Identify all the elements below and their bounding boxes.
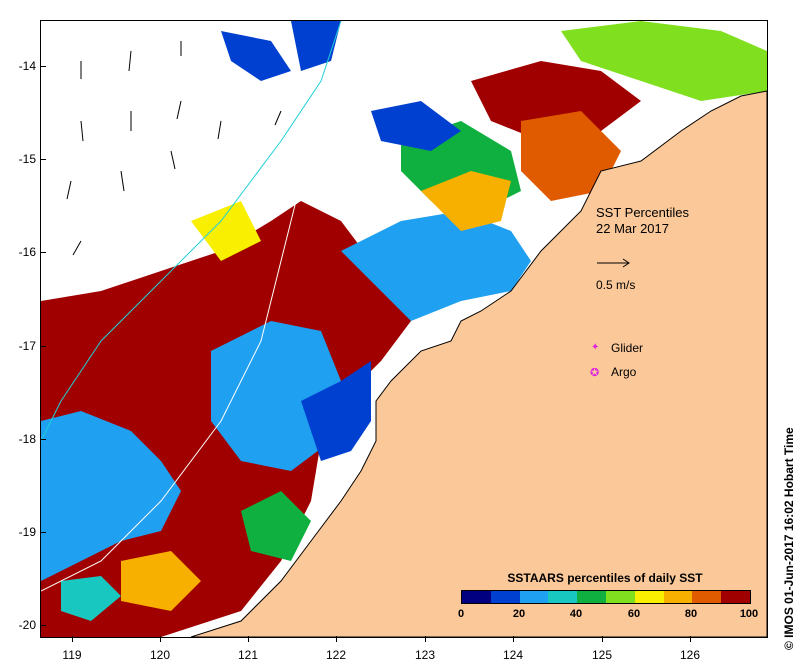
- lat-label: -17: [18, 339, 36, 353]
- legend-color-swatch: [634, 591, 664, 603]
- legend-color-swatch: [462, 591, 491, 603]
- lat-label: -19: [18, 525, 36, 539]
- map-title: SST Percentiles: [596, 205, 689, 220]
- glider-symbol: ✦: [591, 342, 600, 353]
- scale-vector-arrow: [597, 258, 630, 268]
- lat-tick: [40, 532, 46, 533]
- legend-color-swatch: [519, 591, 549, 603]
- legend-colorbar: [461, 590, 751, 604]
- lon-label: 122: [325, 648, 347, 662]
- argo-marker-icon: ✪: [590, 366, 599, 379]
- legend-tick-label: 60: [627, 608, 641, 620]
- lon-label: 119: [62, 648, 82, 662]
- map-canvas: [41, 21, 767, 637]
- lon-tick: [160, 636, 161, 642]
- lat-tick: [40, 439, 46, 440]
- legend-title: SSTAARS percentiles of daily SST: [507, 571, 703, 585]
- argo-label: Argo: [611, 365, 637, 379]
- legend-color-swatch: [721, 591, 750, 603]
- lat-label: -20: [18, 618, 36, 632]
- lat-label: -16: [18, 245, 36, 259]
- legend-color-swatch: [605, 591, 635, 603]
- legend-color-swatch: [692, 591, 722, 603]
- bathymetry-contour: [41, 21, 342, 442]
- lon-label: 123: [414, 648, 436, 662]
- lon-tick: [248, 636, 249, 642]
- lon-tick: [336, 636, 337, 642]
- map-date: 22 Mar 2017: [596, 221, 669, 236]
- lat-tick: [40, 346, 46, 347]
- map-panel: [40, 20, 768, 638]
- legend-tick-label: 100: [739, 608, 759, 620]
- lon-tick: [513, 636, 514, 642]
- legend-color-swatch: [577, 591, 606, 603]
- lat-label: -15: [18, 152, 36, 166]
- copyright-credit: © IMOS 01-Jun-2017 16:02 Hobart Time: [782, 427, 796, 650]
- lat-tick: [40, 625, 46, 626]
- glider-marker-icon: ✦: [591, 342, 599, 353]
- lon-tick: [72, 636, 73, 642]
- lon-label: 121: [237, 648, 259, 662]
- scale-vector-label: 0.5 m/s: [596, 278, 636, 292]
- lon-tick: [425, 636, 426, 642]
- legend-tick-label: 20: [512, 608, 526, 620]
- current-vectors: [66, 41, 282, 256]
- lon-tick: [690, 636, 691, 642]
- lat-label: -14: [18, 59, 36, 73]
- lon-tick: [602, 636, 603, 642]
- lon-label: 126: [679, 648, 701, 662]
- lat-tick: [40, 66, 46, 67]
- colorbar-legend: SSTAARS percentiles of daily SST 0 20 40…: [455, 568, 758, 631]
- lat-tick: [40, 252, 46, 253]
- legend-tick-label: 0: [457, 608, 465, 620]
- legend-tick-label: 80: [684, 608, 698, 620]
- bathymetry-contour: [41, 40, 372, 592]
- land-mass: [190, 90, 767, 637]
- lon-label: 125: [591, 648, 613, 662]
- legend-color-swatch: [663, 591, 693, 603]
- lat-label: -18: [18, 432, 36, 446]
- lon-label: 120: [149, 648, 171, 662]
- legend-tick-label: 40: [569, 608, 583, 620]
- legend-color-swatch: [490, 591, 520, 603]
- legend-color-swatch: [548, 591, 578, 603]
- lat-tick: [40, 159, 46, 160]
- argo-symbol: ✪: [590, 367, 600, 379]
- glider-label: Glider: [611, 341, 644, 355]
- lon-label: 124: [502, 648, 524, 662]
